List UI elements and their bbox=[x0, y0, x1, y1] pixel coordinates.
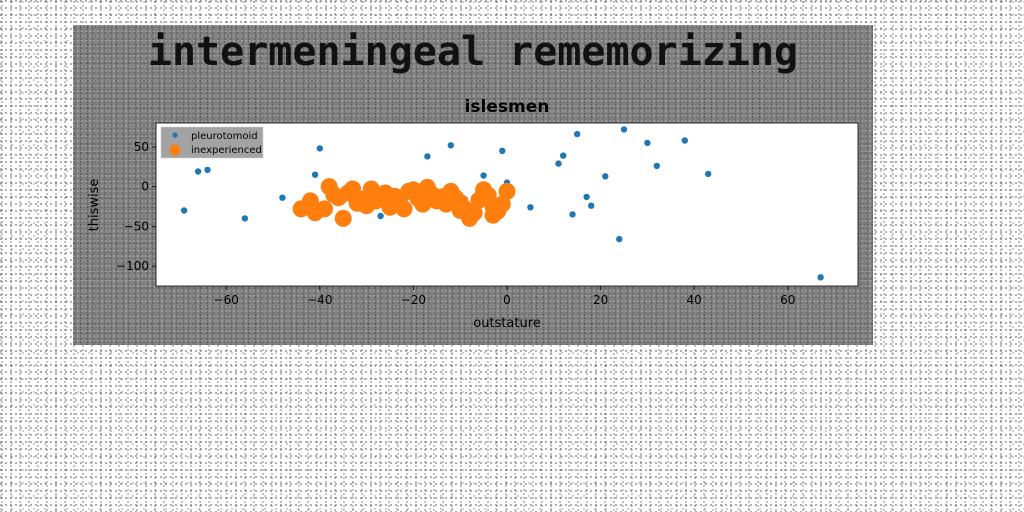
x-tick-label: 20 bbox=[593, 293, 608, 307]
point-pleurotomoid-9 bbox=[447, 142, 454, 149]
point-pleurotomoid-10 bbox=[480, 172, 487, 179]
point-inexperienced-44 bbox=[292, 200, 310, 218]
point-inexperienced-42 bbox=[484, 206, 502, 224]
point-pleurotomoid-15 bbox=[569, 211, 576, 218]
point-inexperienced-43 bbox=[451, 202, 469, 219]
points-layer bbox=[180, 126, 824, 281]
point-pleurotomoid-25 bbox=[705, 170, 712, 178]
point-pleurotomoid-11 bbox=[499, 147, 506, 154]
point-pleurotomoid-20 bbox=[616, 235, 623, 243]
y-tick-label: 0 bbox=[141, 180, 149, 194]
x-axis-label: outstature bbox=[473, 316, 541, 331]
point-pleurotomoid-5 bbox=[311, 171, 319, 178]
y-tick-label: −100 bbox=[116, 259, 149, 273]
point-inexperienced-19 bbox=[395, 200, 413, 218]
point-pleurotomoid-13 bbox=[555, 160, 562, 167]
x-tick-label: −40 bbox=[307, 293, 332, 307]
point-pleurotomoid-14 bbox=[560, 152, 567, 159]
x-tick-label: −60 bbox=[214, 293, 239, 307]
y-tick-label: 50 bbox=[134, 140, 149, 154]
point-pleurotomoid-18 bbox=[588, 202, 595, 209]
point-pleurotomoid-22 bbox=[644, 139, 651, 147]
point-pleurotomoid-0 bbox=[180, 207, 188, 214]
point-pleurotomoid-16 bbox=[574, 130, 581, 138]
ticks-layer: −60 −40 −20 0 20 40 60 50 0 −50 −100 bbox=[116, 140, 795, 307]
point-pleurotomoid-17 bbox=[583, 193, 590, 201]
chart-title: islesmen bbox=[465, 97, 550, 117]
point-pleurotomoid-3 bbox=[241, 215, 249, 222]
point-inexperienced-6 bbox=[334, 209, 352, 227]
point-pleurotomoid-26 bbox=[817, 274, 824, 281]
x-tick-label: −20 bbox=[401, 293, 426, 307]
legend: pleurotomoid inexperienced bbox=[160, 126, 264, 159]
point-pleurotomoid-21 bbox=[620, 126, 628, 133]
point-inexperienced-41 bbox=[498, 182, 516, 200]
x-tick-label: 40 bbox=[687, 293, 702, 307]
figure-suptitle: intermeningeal rememorizing bbox=[147, 29, 799, 75]
legend-label-pleurotomoid: pleurotomoid bbox=[191, 131, 258, 142]
point-pleurotomoid-19 bbox=[602, 173, 609, 180]
point-pleurotomoid-4 bbox=[279, 194, 286, 201]
point-pleurotomoid-7 bbox=[377, 212, 384, 220]
x-tick-label: 0 bbox=[503, 293, 511, 307]
legend-label-inexperienced: inexperienced bbox=[191, 145, 262, 156]
plot-area bbox=[155, 122, 859, 287]
point-pleurotomoid-1 bbox=[194, 168, 202, 175]
legend-marker-inexperienced bbox=[169, 144, 181, 156]
point-pleurotomoid-8 bbox=[424, 153, 431, 160]
point-pleurotomoid-24 bbox=[681, 137, 688, 144]
point-pleurotomoid-23 bbox=[653, 162, 660, 170]
point-pleurotomoid-6 bbox=[316, 145, 323, 152]
point-pleurotomoid-12 bbox=[527, 204, 534, 211]
x-tick-label: 60 bbox=[780, 293, 795, 307]
y-axis-label: thiswise bbox=[87, 179, 102, 232]
point-inexperienced-2 bbox=[316, 200, 333, 218]
y-tick-label: −50 bbox=[124, 219, 149, 233]
legend-marker-pleurotomoid bbox=[172, 132, 178, 138]
point-pleurotomoid-2 bbox=[204, 166, 211, 174]
